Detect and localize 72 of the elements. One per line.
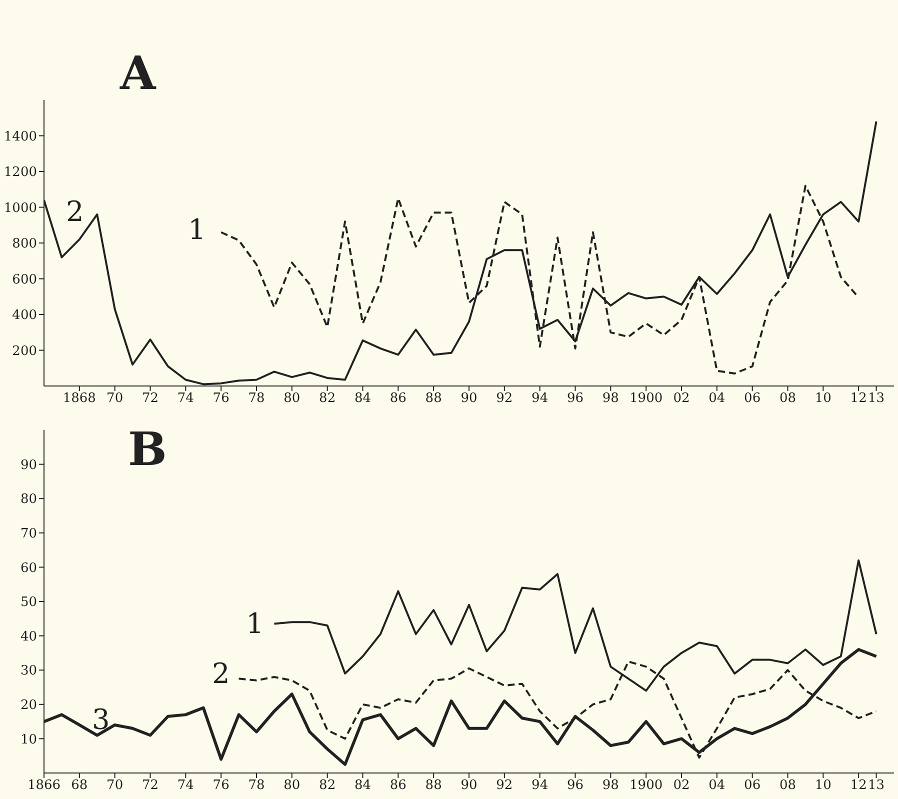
y-tick-label: 400 [12, 308, 37, 324]
x-tick-label: 70 [106, 391, 124, 406]
y-tick-label: 70 [20, 526, 37, 542]
annotation: 2 [212, 657, 230, 690]
x-tick-label: 06 [744, 778, 761, 794]
x-tick-label: 1900 [630, 778, 663, 794]
y-tick-label: 200 [12, 344, 37, 359]
y-tick-label: 20 [20, 698, 37, 714]
x-tick-label: 04 [708, 778, 726, 794]
x-tick-label: 08 [779, 778, 796, 794]
x-tick-label: 08 [779, 391, 796, 406]
x-tick-label: 02 [673, 778, 690, 794]
x-tick-label: 96 [566, 391, 584, 406]
x-tick-label: 1900 [630, 391, 663, 406]
x-tick-label: 74 [177, 778, 194, 794]
x-tick-label: 70 [106, 778, 124, 794]
x-tick-label: 1866 [27, 778, 61, 794]
y-tick-label: 60 [20, 560, 37, 576]
annotation: 3 [92, 703, 110, 736]
x-tick-label: 90 [460, 391, 478, 406]
y-tick-label: 40 [20, 629, 37, 644]
x-tick-label: 88 [425, 391, 442, 406]
x-tick-label: 92 [496, 778, 513, 794]
x-tick-label: 13 [868, 391, 885, 406]
x-tick-label: 06 [744, 391, 761, 406]
x-tick-label: 76 [212, 391, 230, 406]
x-tick-label: 86 [390, 778, 406, 794]
x-tick-label: 13 [868, 778, 885, 794]
x-tick-label: 92 [496, 391, 513, 406]
x-tick-label: 10 [814, 778, 832, 794]
x-tick-label: 94 [532, 391, 548, 406]
x-tick-label: 98 [602, 391, 619, 406]
x-tick-label: 82 [319, 778, 336, 794]
y-tick-label: 50 [20, 595, 37, 610]
annotation: 1 [246, 607, 264, 640]
x-tick-label: 72 [142, 391, 159, 406]
x-tick-label: 76 [212, 778, 230, 794]
x-tick-label: 04 [708, 391, 726, 406]
x-tick-label: 78 [248, 391, 265, 406]
x-tick-label: 82 [319, 391, 336, 406]
y-tick-label: 1200 [4, 165, 37, 180]
y-tick-label: 1000 [4, 200, 37, 216]
x-tick-label: 84 [354, 778, 372, 794]
chart-title: A [120, 46, 156, 100]
x-tick-label: 86 [390, 391, 406, 406]
x-tick-label: 80 [284, 778, 300, 794]
x-tick-label: 80 [284, 391, 300, 406]
x-tick-label: 12 [850, 778, 867, 794]
y-tick-label: 800 [12, 236, 37, 252]
x-tick-label: 74 [177, 391, 194, 406]
y-tick-label: 10 [20, 732, 37, 748]
annotation: 1 [188, 213, 206, 246]
y-tick-label: 80 [20, 492, 37, 508]
x-tick-label: 94 [532, 778, 548, 794]
x-tick-label: 96 [566, 778, 584, 794]
x-tick-label: 10 [814, 391, 832, 406]
annotation: 2 [66, 195, 84, 228]
y-tick-label: 1400 [4, 129, 37, 144]
x-tick-label: 98 [602, 778, 619, 794]
chart-title: B [128, 422, 167, 476]
x-tick-label: 88 [425, 778, 442, 794]
y-tick-label: 600 [12, 272, 37, 288]
x-tick-label: 84 [354, 391, 372, 406]
y-tick-label: 30 [20, 664, 37, 679]
x-tick-label: 12 [850, 391, 867, 406]
x-tick-label: 90 [460, 778, 478, 794]
x-tick-label: 78 [248, 778, 265, 794]
y-tick-label: 90 [20, 458, 37, 473]
x-tick-label: 68 [71, 778, 88, 794]
x-tick-label: 72 [142, 778, 159, 794]
x-tick-label: 1868 [62, 391, 96, 406]
x-tick-label: 02 [673, 391, 690, 406]
